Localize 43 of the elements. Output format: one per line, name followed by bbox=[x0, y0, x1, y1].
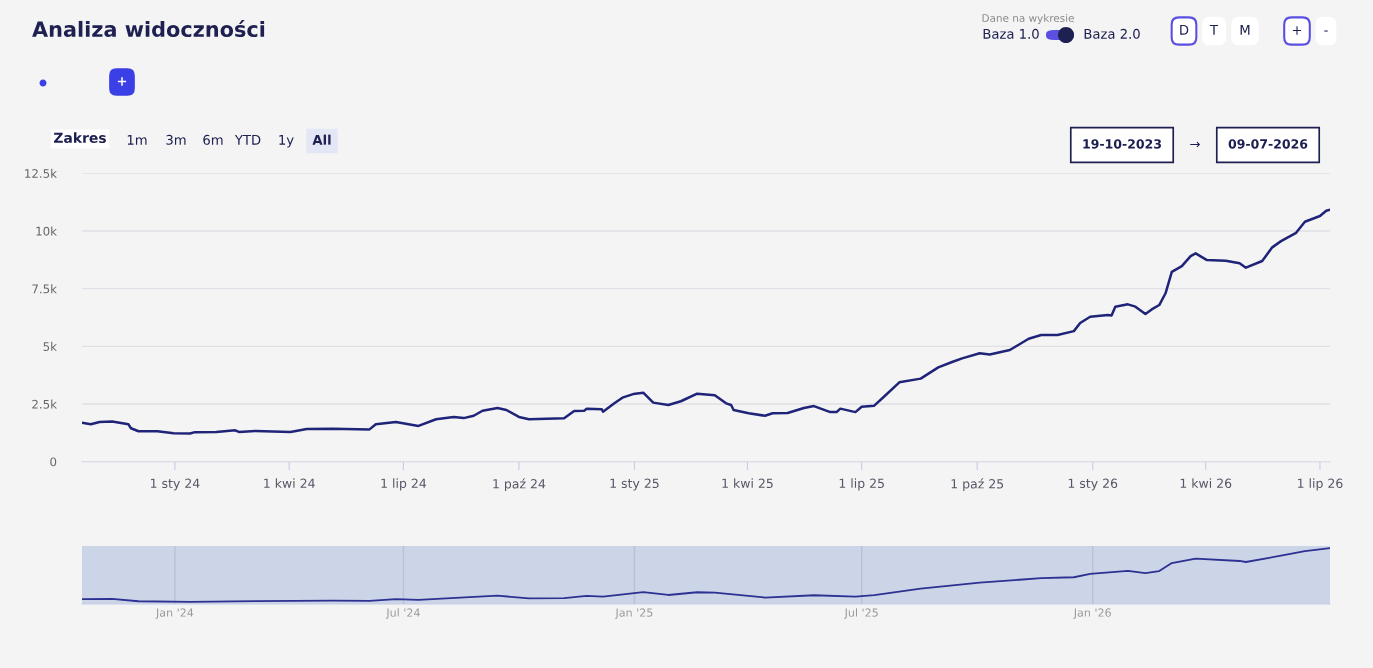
text: Baza 2.0 bbox=[1084, 28, 1140, 39]
x-tick-label: 1 kwi 26 bbox=[1180, 478, 1232, 489]
text: 6m bbox=[203, 134, 223, 145]
chart-title: Analiza widoczności bbox=[32, 20, 265, 38]
y-tick-label: 2.5k bbox=[32, 399, 57, 409]
text: Zakres bbox=[54, 132, 106, 144]
x-tick-label: 1 lip 25 bbox=[839, 478, 884, 491]
text: YTD bbox=[234, 135, 261, 145]
text: 19-10-2023 bbox=[1083, 139, 1161, 149]
x-tick-label: 1 paź 25 bbox=[951, 478, 1004, 491]
y-tick-label: 0 bbox=[50, 457, 57, 467]
x-tick-label: Jan '25 bbox=[614, 608, 653, 619]
y-tick-label: 10k bbox=[36, 226, 57, 236]
y-tick-label: 5k bbox=[43, 341, 57, 351]
text: D bbox=[1180, 25, 1189, 35]
text: 1m bbox=[127, 135, 147, 145]
text: 3m bbox=[166, 134, 186, 145]
text: 1y bbox=[279, 135, 294, 148]
x-tick-label: Jul '25 bbox=[844, 608, 878, 619]
x-tick-label: 1 kwi 24 bbox=[264, 478, 315, 488]
text: All bbox=[312, 134, 331, 145]
text: M bbox=[1240, 25, 1250, 35]
x-tick-label: Jan '24 bbox=[155, 608, 194, 619]
x-tick-label: 1 lip 26 bbox=[1297, 478, 1343, 491]
text: T bbox=[1209, 25, 1219, 35]
x-tick-label: Jan '26 bbox=[1073, 608, 1111, 619]
x-tick-label: 1 paź 24 bbox=[493, 478, 546, 491]
text: - bbox=[1324, 30, 1328, 32]
text: Dane na wykresie bbox=[982, 13, 1074, 25]
line-series bbox=[82, 208, 1330, 435]
x-tick-label: 1 sty 26 bbox=[1068, 478, 1118, 491]
text: + bbox=[1292, 26, 1302, 35]
y-tick-label: 12.5k bbox=[25, 168, 57, 178]
y-tick-label: 7.5k bbox=[32, 284, 57, 294]
text: → bbox=[1190, 141, 1200, 148]
text: 09-07-2026 bbox=[1228, 139, 1308, 149]
text: Baza 1.0 bbox=[983, 28, 1039, 39]
x-tick-label: Jul '24 bbox=[385, 608, 420, 619]
x-tick-label: 1 lip 24 bbox=[381, 478, 427, 491]
x-tick-label: 1 sty 25 bbox=[610, 478, 659, 491]
text: + bbox=[117, 77, 127, 86]
x-tick-label: 1 kwi 25 bbox=[722, 478, 773, 489]
x-tick-label: 1 sty 24 bbox=[150, 478, 200, 491]
